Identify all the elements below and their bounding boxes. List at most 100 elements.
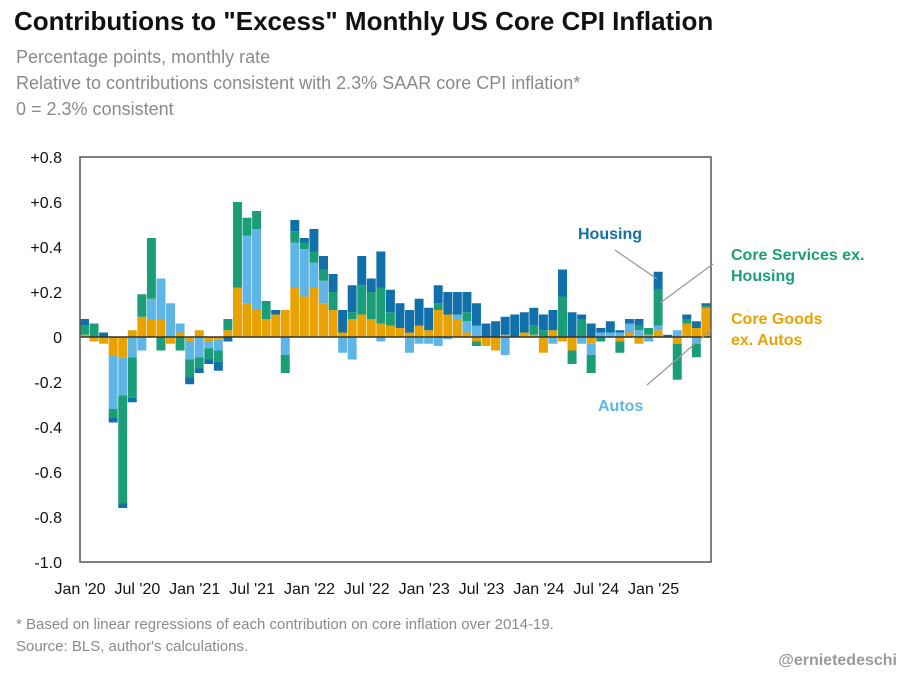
bar-autos-2020-07 <box>137 337 147 351</box>
bar-housing-2021-02 <box>204 359 214 364</box>
bar-services-2021-08 <box>261 301 271 319</box>
bar-housing-2022-09 <box>385 289 395 313</box>
footnote: * Based on linear regressions of each co… <box>16 616 554 633</box>
bar-housing-2021-03 <box>213 361 223 371</box>
bar-goods-2020-08 <box>146 319 156 337</box>
y-tick-label: +0.8 <box>30 150 62 167</box>
bar-services-2025-05 <box>691 343 701 358</box>
bar-services-2021-05 <box>232 202 242 288</box>
bar-goods-2022-12 <box>414 325 424 337</box>
annotation-leader-line <box>646 329 712 386</box>
bar-services-2022-08 <box>376 287 386 324</box>
annotation-leader-line <box>659 263 714 304</box>
bar-services-2025-01 <box>653 289 663 326</box>
bar-services-2020-04 <box>108 409 118 418</box>
bar-housing-2024-01 <box>538 314 548 331</box>
bar-autos-2024-06 <box>586 343 596 355</box>
bar-housing-2022-01 <box>309 229 319 252</box>
author-handle: @ernietedeschi <box>778 652 897 669</box>
x-tick-label: Jan '24 <box>513 581 564 598</box>
bar-services-2022-01 <box>309 251 319 263</box>
bar-goods-2021-09 <box>271 314 281 337</box>
bar-goods-2023-05 <box>462 332 472 337</box>
bar-autos-2021-02 <box>204 341 214 349</box>
bar-goods-2021-12 <box>299 296 309 337</box>
bar-housing-2022-11 <box>405 310 415 333</box>
bar-autos-2020-09 <box>156 278 166 319</box>
bar-layer <box>80 202 711 508</box>
bar-housing-2024-08 <box>605 321 615 333</box>
bar-autos-2024-10 <box>624 323 634 333</box>
x-tick-label: Jan '22 <box>284 581 335 598</box>
bar-services-2020-08 <box>146 238 156 299</box>
bar-services-2020-07 <box>137 294 147 317</box>
bar-goods-2023-01 <box>424 330 434 337</box>
bar-services-2022-05 <box>347 312 357 319</box>
bar-goods-2021-07 <box>252 310 262 337</box>
bar-goods-2022-03 <box>328 310 338 337</box>
bar-goods-2023-02 <box>433 310 443 337</box>
bar-housing-2021-09 <box>271 310 281 315</box>
bar-autos-2020-12 <box>185 341 195 360</box>
y-tick-label: -0.4 <box>34 420 62 437</box>
bar-services-2024-04 <box>567 350 577 364</box>
label-core-goods-ex-autos: Core Goods <box>731 311 823 328</box>
bar-goods-2020-04 <box>108 337 118 355</box>
bar-goods-2022-04 <box>338 332 348 337</box>
bar-goods-2024-01 <box>538 337 548 353</box>
bar-housing-2025-02 <box>663 334 673 337</box>
bar-autos-2021-10 <box>280 337 290 355</box>
bar-goods-2021-10 <box>280 310 290 337</box>
bar-services-2020-01 <box>80 325 89 335</box>
label-core-services-ex-housing: Housing <box>731 268 795 285</box>
bar-goods-2020-10 <box>166 337 176 344</box>
bar-housing-2023-03 <box>443 292 453 315</box>
subtitle-zero-meaning: 0 = 2.3% consistent <box>16 99 174 119</box>
bar-services-2024-11 <box>634 325 644 331</box>
x-tick-label: Jan '20 <box>54 581 105 598</box>
bar-autos-2024-07 <box>596 332 606 337</box>
bar-housing-2023-09 <box>500 316 510 335</box>
bar-housing-2025-05 <box>691 321 701 328</box>
bar-goods-2025-04 <box>682 323 692 337</box>
y-tick-label: 0 <box>53 330 62 347</box>
bar-autos-2023-03 <box>443 337 453 340</box>
x-tick-label: Jul '24 <box>573 581 619 598</box>
bar-goods-2020-09 <box>156 319 166 337</box>
bar-services-2022-02 <box>319 269 328 281</box>
bar-housing-2022-12 <box>414 298 424 326</box>
bar-services-2024-06 <box>586 355 596 373</box>
bar-autos-2024-11 <box>634 330 644 337</box>
series-annotations: Housing Core Services ex. Housing Core Good… <box>578 226 864 415</box>
bar-housing-2020-01 <box>80 319 89 326</box>
bar-services-2021-11 <box>290 231 300 243</box>
bar-goods-2020-07 <box>137 316 147 337</box>
bar-housing-2021-01 <box>194 368 204 373</box>
bar-autos-2022-01 <box>309 262 319 288</box>
bar-housing-2024-04 <box>567 312 577 337</box>
label-autos: Autos <box>598 398 643 415</box>
x-tick-label: Jan '21 <box>169 581 220 598</box>
bar-services-2021-10 <box>280 355 290 373</box>
bar-goods-2023-08 <box>491 337 501 351</box>
bar-goods-2022-05 <box>347 319 357 337</box>
bar-housing-2025-04 <box>682 314 692 319</box>
bar-autos-2021-01 <box>194 337 204 358</box>
bar-goods-2024-12 <box>644 334 654 337</box>
bar-services-2024-12 <box>644 328 654 335</box>
bar-goods-2025-01 <box>653 330 663 337</box>
bar-services-2020-05 <box>118 395 128 504</box>
bar-housing-2022-07 <box>366 278 376 292</box>
bar-services-2024-07 <box>596 337 606 342</box>
bar-autos-2022-02 <box>319 280 328 304</box>
bar-goods-2022-10 <box>395 328 405 337</box>
bar-autos-2021-07 <box>252 229 262 310</box>
bar-autos-2025-01 <box>653 325 663 331</box>
bar-autos-2024-09 <box>615 332 625 337</box>
label-core-services-ex-housing: Core Services ex. <box>731 247 864 264</box>
bar-goods-2020-12 <box>185 337 195 342</box>
bar-goods-2020-06 <box>127 330 137 337</box>
bar-services-2024-03 <box>558 296 567 337</box>
bar-housing-2025-01 <box>653 271 663 290</box>
